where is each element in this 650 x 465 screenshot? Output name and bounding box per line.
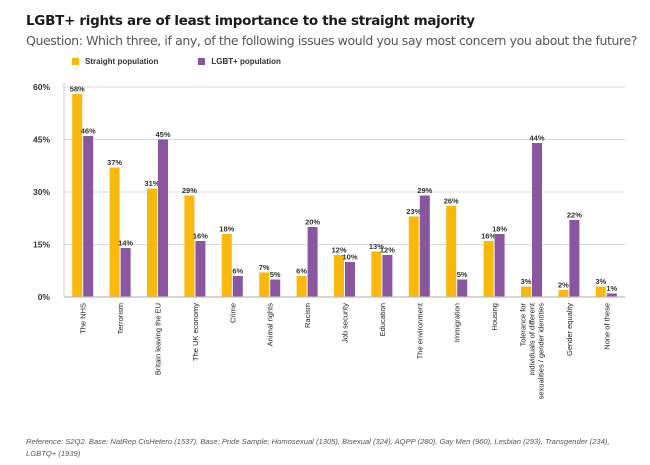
bar-straight (408, 216, 419, 297)
data-label: 5% (457, 270, 468, 279)
data-label: 16% (193, 232, 208, 241)
legend: Straight population LGBT+ population (72, 57, 281, 66)
bar-straight (446, 206, 457, 297)
bar-lgbt (569, 220, 580, 297)
data-label: 14% (118, 239, 133, 248)
y-tick-label: 60% (33, 82, 50, 92)
bar-straight (595, 286, 606, 297)
data-label: 1% (606, 284, 617, 293)
bar-lgbt (307, 227, 318, 297)
x-tick-label: The UK economy (191, 303, 200, 361)
bar-straight (521, 286, 531, 297)
bar-lgbt (232, 276, 243, 297)
y-tick-label: 15% (33, 240, 50, 250)
chart-title: LGBT+ rights are of least importance to … (26, 13, 475, 29)
bar-lgbt (195, 241, 206, 297)
data-label: 16% (481, 232, 496, 241)
bar-straight (109, 167, 120, 297)
bar-lgbt (494, 234, 505, 297)
data-label: 3% (595, 277, 606, 286)
x-tick-label: Job security (341, 303, 350, 343)
bar-lgbt (83, 136, 94, 297)
bar-straight (558, 290, 569, 297)
reference-note: Reference: S2Q2. Base: NatRep CisHetero … (26, 437, 610, 458)
x-tick-label: None of these (602, 303, 611, 350)
x-tick-label: sexualities / gender identities (537, 303, 546, 400)
data-label: 12% (331, 246, 346, 255)
bar-straight (259, 272, 270, 297)
x-tick-label: The environment (415, 302, 424, 359)
bar-lgbt (345, 262, 355, 297)
x-tick-label: Animal rights (266, 303, 275, 347)
x-tick-label: Housing (490, 303, 499, 331)
data-label: 46% (81, 127, 96, 136)
legend-item-lgbt: LGBT+ population (198, 57, 281, 66)
bar-straight (334, 255, 344, 297)
y-tick-label: 0% (38, 292, 51, 302)
bar-lgbt (382, 255, 393, 297)
x-tick-label: Education (378, 303, 387, 336)
bar-lgbt (270, 279, 281, 297)
data-label: 13% (369, 242, 384, 251)
data-label: 45% (155, 130, 170, 139)
data-label: 6% (232, 267, 243, 276)
x-tick-label: Terrorism (116, 303, 125, 334)
bar-lgbt (606, 293, 617, 297)
bar-straight (72, 94, 83, 297)
x-tick-label: Immigration (453, 303, 462, 342)
legend-label-straight: Straight population (85, 57, 159, 66)
x-tick-label: Tolerance for (519, 303, 528, 347)
data-label: 26% (444, 197, 459, 206)
bar-lgbt (532, 143, 542, 297)
legend-swatch-straight (72, 58, 79, 65)
bar-straight (221, 234, 232, 297)
data-label: 18% (492, 225, 507, 234)
y-tick-label: 30% (33, 187, 50, 197)
data-label: 7% (259, 263, 270, 272)
data-label: 6% (296, 267, 307, 276)
bar-lgbt (120, 248, 131, 297)
legend-swatch-lgbt (198, 58, 206, 65)
bar-lgbt (158, 139, 168, 297)
data-label: 5% (270, 270, 281, 279)
x-tick-label: Gender equality (565, 303, 574, 356)
bar-straight (371, 251, 382, 297)
x-tick-label: Crime (228, 303, 237, 323)
bar-straight (483, 241, 494, 297)
data-label: 23% (406, 207, 421, 216)
data-label: 22% (567, 211, 582, 220)
bar-straight (147, 188, 157, 297)
bar-straight (296, 276, 307, 297)
legend-label-lgbt: LGBT+ population (211, 57, 281, 66)
y-tick-label: 45% (33, 135, 50, 145)
data-label: 20% (305, 218, 320, 227)
data-label: 58% (70, 85, 85, 94)
x-tick-label: individuals of different (528, 302, 537, 375)
data-label: 31% (144, 179, 159, 188)
data-label: 37% (107, 158, 122, 167)
bar-lgbt (419, 195, 430, 297)
data-label: 12% (380, 246, 395, 255)
data-label: 18% (219, 225, 234, 234)
data-label: 44% (529, 134, 544, 143)
data-label: 3% (521, 277, 532, 286)
data-label: 2% (558, 281, 569, 290)
data-label: 29% (417, 186, 432, 195)
chart-subtitle: Question: Which three, if any, of the fo… (26, 33, 637, 48)
x-tick-label: The NHS (79, 303, 88, 334)
bar-straight (184, 195, 195, 297)
data-label: 29% (182, 186, 197, 195)
data-label: 10% (342, 253, 357, 262)
legend-item-straight: Straight population (72, 57, 158, 66)
bar-lgbt (457, 279, 468, 297)
x-tick-label: Britain leaving the EU (154, 303, 163, 375)
x-tick-label: Racism (303, 303, 312, 328)
